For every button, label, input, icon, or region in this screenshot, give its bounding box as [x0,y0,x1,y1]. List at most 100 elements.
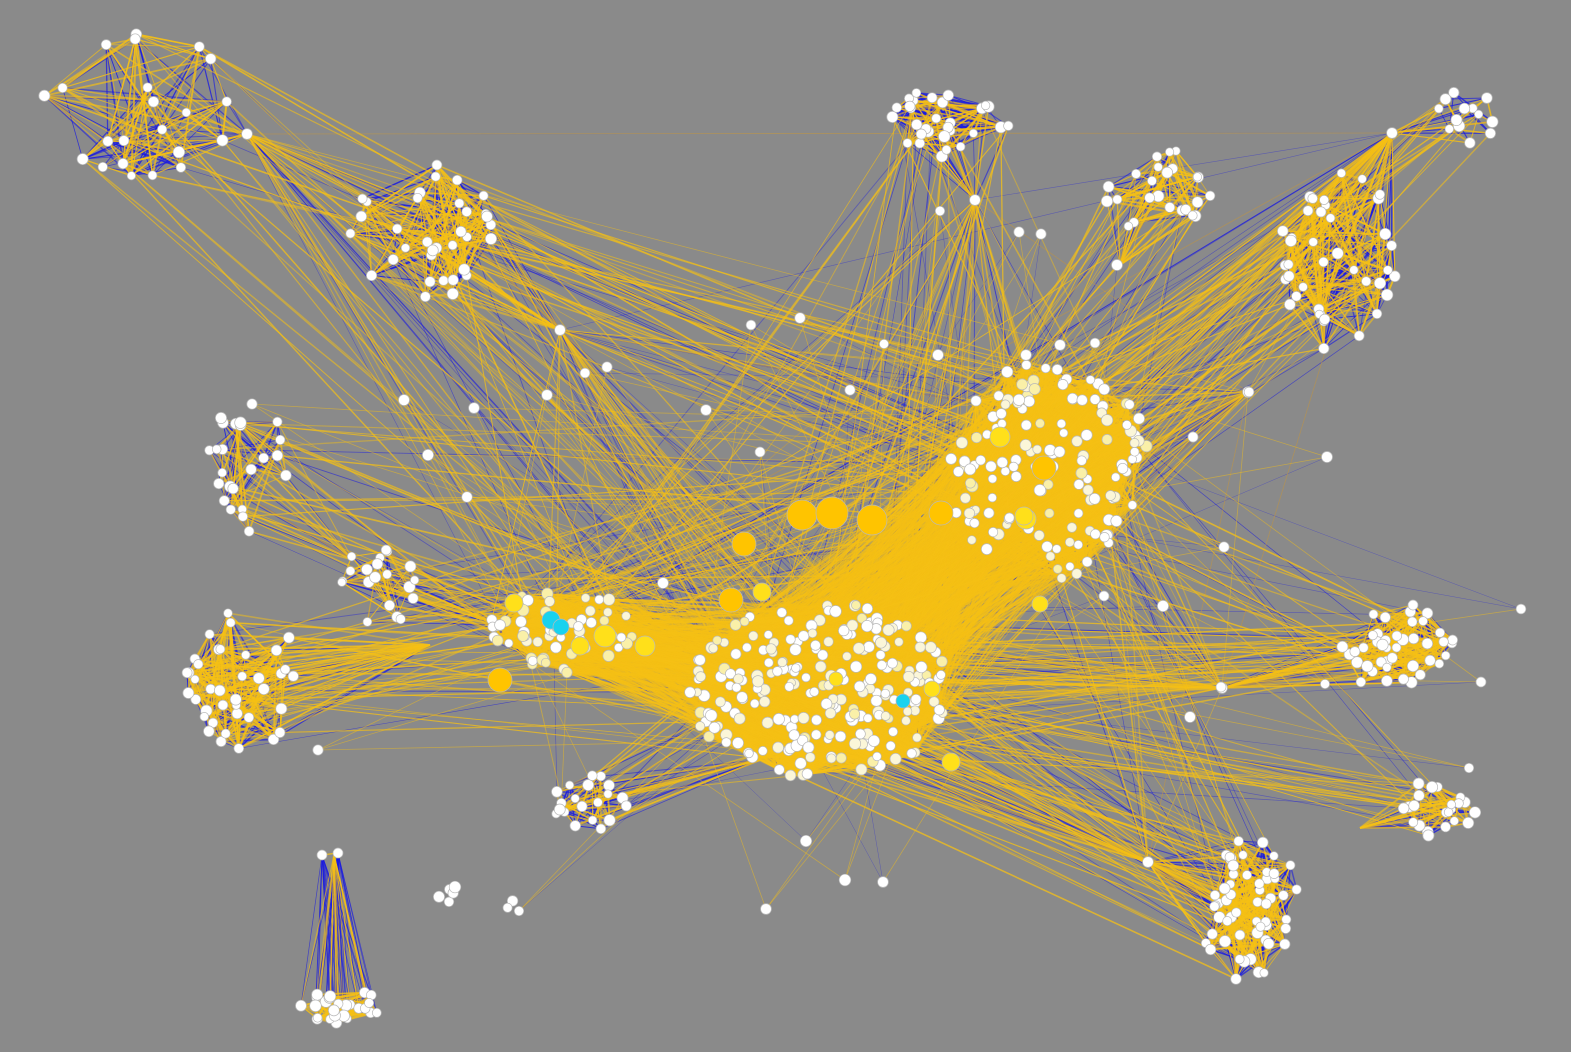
graph-node[interactable] [849,708,861,720]
graph-node[interactable] [569,820,581,832]
graph-node[interactable] [1298,282,1308,292]
graph-node[interactable] [117,158,129,170]
graph-node[interactable] [964,463,977,476]
graph-node[interactable] [275,702,288,715]
graph-node[interactable] [1129,438,1140,448]
graph-node[interactable] [1318,342,1330,355]
graph-node[interactable] [1374,189,1386,200]
graph-node[interactable] [1075,467,1088,480]
graph-node[interactable] [732,737,744,749]
graph-node[interactable] [1279,938,1291,950]
graph-node[interactable] [504,638,514,648]
graph-node[interactable] [616,632,627,643]
graph-node[interactable] [1319,195,1330,205]
graph-node[interactable] [461,206,472,217]
graph-node[interactable] [1463,762,1475,774]
graph-node[interactable] [1033,484,1047,497]
graph-node[interactable] [410,575,420,585]
graph-node[interactable] [1053,445,1066,458]
graph-node[interactable] [1010,471,1022,482]
graph-node[interactable] [601,361,613,373]
graph-node[interactable] [602,593,616,606]
graph-node[interactable] [433,890,445,903]
graph-node[interactable] [835,752,847,764]
graph-node[interactable] [1418,616,1428,626]
graph-node[interactable] [1302,205,1314,217]
graph-node[interactable] [1051,364,1063,376]
graph-node[interactable] [246,398,258,410]
graph-node[interactable] [1056,418,1067,429]
graph-node[interactable] [1064,537,1075,548]
graph-node[interactable] [759,696,771,708]
graph-node[interactable] [889,752,902,765]
graph-node[interactable] [1001,365,1014,378]
graph-node[interactable] [1440,821,1451,833]
graph-node[interactable] [1065,561,1075,572]
graph-node[interactable] [602,649,615,662]
graph-node[interactable] [1421,607,1434,619]
graph-node[interactable] [969,518,980,529]
graph-node[interactable] [1331,247,1344,260]
graph-node[interactable] [826,753,837,764]
graph-node[interactable] [280,664,291,675]
graph-node[interactable] [270,644,283,657]
graph-node[interactable] [1123,221,1134,231]
graph-node[interactable] [794,312,806,324]
graph-node[interactable] [1243,386,1255,398]
graph-node[interactable] [287,670,299,682]
graph-node[interactable] [1059,428,1069,438]
graph-node[interactable] [1016,378,1028,391]
graph-node[interactable] [694,654,706,666]
graph-node[interactable] [772,666,783,677]
graph-node[interactable] [1412,777,1425,790]
graph-node[interactable] [634,635,656,657]
graph-node[interactable] [361,563,373,576]
graph-node[interactable] [1336,640,1349,653]
graph-node[interactable] [842,651,852,661]
graph-node[interactable] [487,667,513,693]
graph-node[interactable] [552,618,570,636]
graph-node[interactable] [1373,277,1387,290]
graph-node[interactable] [695,671,707,682]
graph-node[interactable] [1464,137,1476,149]
graph-node[interactable] [1434,627,1446,638]
graph-node[interactable] [980,100,991,111]
graph-node[interactable] [772,741,784,754]
graph-node[interactable] [515,615,527,628]
graph-node[interactable] [272,416,283,427]
graph-node[interactable] [190,694,202,705]
graph-node[interactable] [856,504,888,536]
graph-node[interactable] [147,170,158,181]
graph-node[interactable] [203,725,215,738]
graph-node[interactable] [438,275,449,286]
graph-node[interactable] [283,631,295,644]
graph-node[interactable] [1218,935,1232,948]
graph-node[interactable] [274,727,286,738]
graph-node[interactable] [142,82,153,93]
graph-node[interactable] [703,730,715,743]
graph-node[interactable] [876,660,887,671]
graph-node[interactable] [387,254,399,266]
graph-node[interactable] [328,1004,340,1017]
graph-node[interactable] [1283,270,1295,282]
graph-node[interactable] [1481,92,1493,104]
graph-node[interactable] [955,141,966,152]
graph-node[interactable] [245,463,257,476]
graph-node[interactable] [309,999,322,1012]
graph-node[interactable] [97,161,108,173]
graph-node[interactable] [1381,675,1393,687]
graph-node[interactable] [924,641,937,654]
graph-node[interactable] [801,672,811,683]
graph-node[interactable] [1161,166,1174,179]
graph-node[interactable] [744,748,754,759]
graph-node[interactable] [1209,901,1220,912]
graph-node[interactable] [975,454,986,466]
graph-node[interactable] [885,740,896,751]
graph-node[interactable] [1425,781,1439,794]
graph-node[interactable] [980,543,993,555]
graph-node[interactable] [400,243,411,253]
graph-node[interactable] [926,92,938,104]
graph-node[interactable] [1045,551,1056,562]
graph-node[interactable] [593,797,603,808]
graph-node[interactable] [458,263,471,276]
